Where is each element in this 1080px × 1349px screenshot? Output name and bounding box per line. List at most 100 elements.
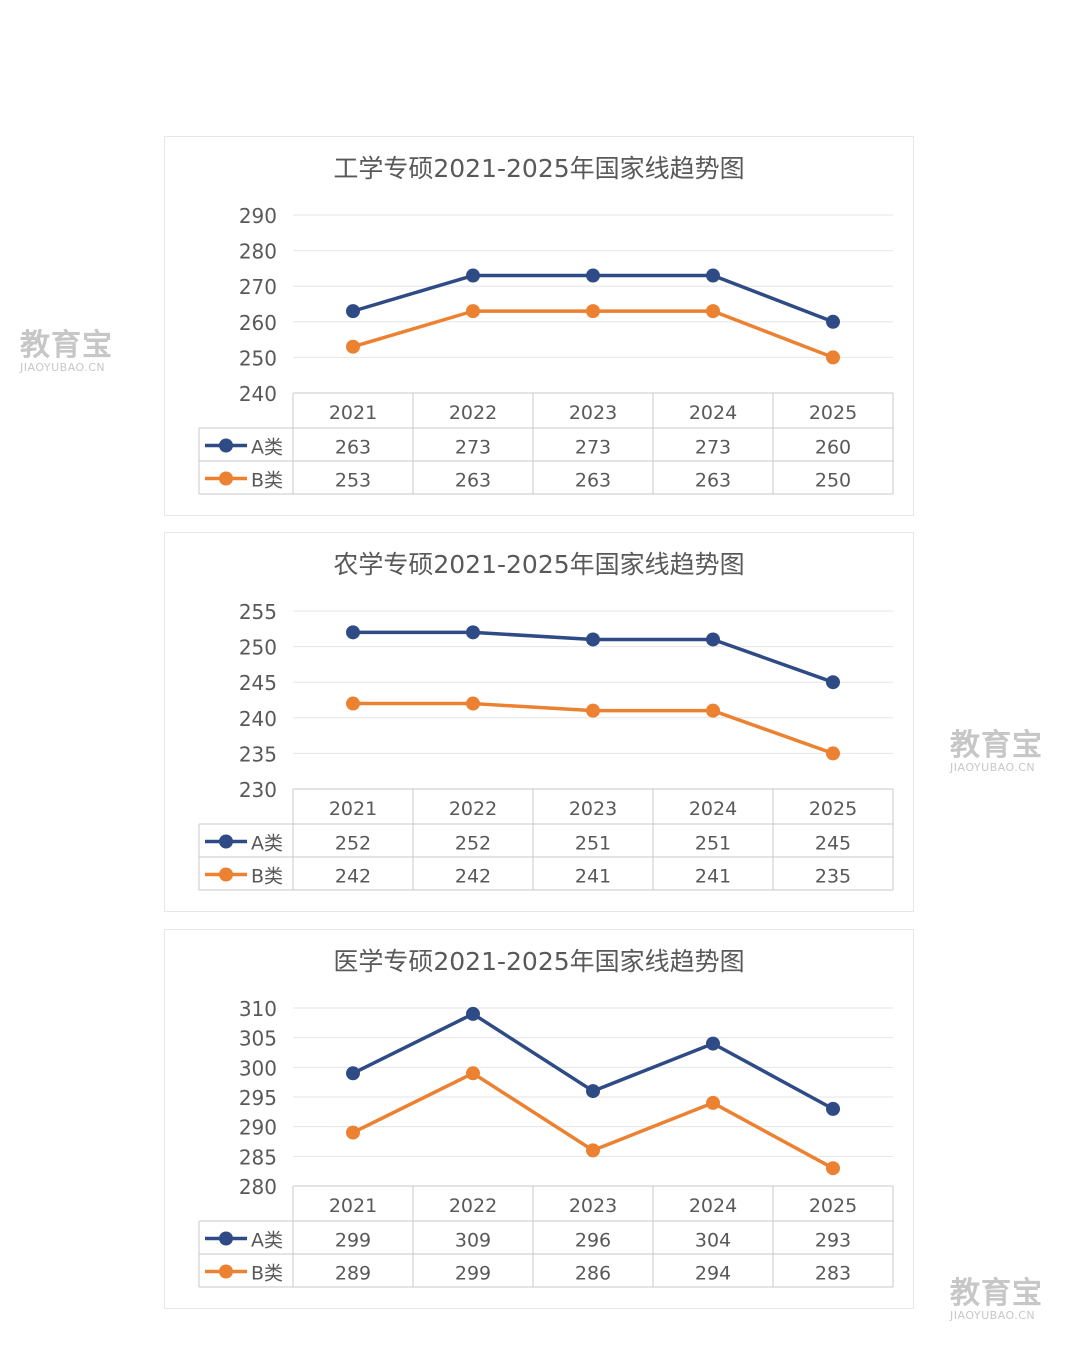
table-value: 263 [455,470,491,492]
table-value: 252 [455,833,491,855]
watermark-subtext: JIAOYUBAO.CN [950,1309,1036,1322]
table-value: 245 [815,833,851,855]
x-category-label: 2023 [569,402,617,424]
series-a: A类 299 309 296 304 293 [205,1006,851,1252]
legend-key-marker [219,471,233,486]
table-value: 286 [575,1263,611,1285]
table-value: 296 [575,1230,611,1252]
legend-label: A类 [251,1230,283,1252]
table-value: 263 [695,470,731,492]
data-point [826,675,840,690]
chart-panel-3: 医学专硕2021-2025年国家线趋势图 280 285 290 295 300 305 3… [164,929,914,1309]
chart-panel-1: 工学专硕2021-2025年国家线趋势图 240 250 260 270 280 290 2… [164,136,914,516]
y-tick-label: 280 [239,240,277,264]
y-tick-label: 250 [239,346,277,370]
data-point [586,632,600,647]
table-value: 250 [815,470,851,492]
watermark-subtext: JIAOYUBAO.CN [950,761,1036,774]
data-point [826,1101,840,1116]
data-point [826,746,840,761]
data-point [466,304,480,319]
data-point [586,703,600,718]
y-tick-label: 310 [239,997,277,1021]
data-point [826,1161,840,1176]
legend-label: A类 [251,437,283,459]
x-category-label: 2021 [329,1195,377,1217]
legend-key-marker [219,834,233,849]
data-point [346,339,360,354]
y-tick-label: 270 [239,275,277,299]
y-tick-label: 250 [239,636,277,660]
x-category-label: 2022 [449,1195,497,1217]
data-point [706,1095,720,1110]
series-b: B类 253 263 263 263 250 [205,304,851,492]
watermark-text: 教育宝 [950,1276,1043,1311]
data-point [826,314,840,329]
legend-key-marker [219,867,233,882]
data-point [466,1066,480,1081]
x-category-label: 2023 [569,1195,617,1217]
table-value: 304 [695,1230,731,1252]
data-point [826,350,840,365]
x-category-label: 2025 [809,798,857,820]
table-value: 263 [575,470,611,492]
y-tick-label: 290 [239,1116,277,1140]
y-tick-label: 295 [239,1086,277,1110]
legend-label: B类 [251,866,283,888]
table-value: 309 [455,1230,491,1252]
x-category-label: 2022 [449,402,497,424]
y-tick-label: 245 [239,671,277,695]
y-tick-label: 280 [239,1175,277,1199]
x-category-label: 2025 [809,402,857,424]
legend-label: A类 [251,833,283,855]
table-value: 263 [335,437,371,459]
x-category-label: 2021 [329,402,377,424]
data-point [346,625,360,640]
watermark-text: 教育宝 [950,728,1043,763]
y-tick-label: 255 [239,600,277,624]
table-value: 251 [575,833,611,855]
table-value: 241 [575,866,611,888]
table-value: 241 [695,866,731,888]
x-category-label: 2023 [569,798,617,820]
table-value: 299 [455,1263,491,1285]
watermark-logo: 教育宝 JIAOYUBAO.CN [950,1278,1043,1322]
legend-key-marker [219,438,233,453]
data-point [346,1125,360,1140]
series-b: B类 242 242 241 241 235 [205,696,851,888]
y-tick-label: 230 [239,778,277,802]
data-point [706,703,720,718]
table-value: 253 [335,470,371,492]
table-value: 260 [815,437,851,459]
table-value: 293 [815,1230,851,1252]
table-value: 235 [815,866,851,888]
legend-label: B类 [251,1263,283,1285]
chart-panel-2: 农学专硕2021-2025年国家线趋势图 230 235 240 245 250 255 2… [164,532,914,912]
data-point [586,268,600,283]
data-point [466,625,480,640]
data-point [706,632,720,647]
series-a: A类 263 273 273 273 260 [205,268,851,459]
series-a: A类 252 252 251 251 245 [205,625,851,855]
legend-key-marker [219,1264,233,1279]
data-point [586,304,600,319]
data-point [346,304,360,319]
table-value: 294 [695,1263,731,1285]
table-value: 273 [455,437,491,459]
y-tick-label: 285 [239,1145,277,1169]
data-point [466,1006,480,1021]
watermark-logo: 教育宝 JIAOYUBAO.CN [950,730,1043,774]
table-value: 283 [815,1263,851,1285]
table-value: 242 [455,866,491,888]
legend-key-marker [219,1231,233,1246]
data-point [706,268,720,283]
data-point [346,1066,360,1081]
x-category-label: 2024 [689,798,737,820]
table-value: 242 [335,866,371,888]
data-point [466,268,480,283]
x-category-label: 2024 [689,402,737,424]
y-tick-label: 305 [239,1027,277,1051]
chart-title: 农学专硕2021-2025年国家线趋势图 [333,550,745,579]
x-category-label: 2025 [809,1195,857,1217]
table-value: 289 [335,1263,371,1285]
